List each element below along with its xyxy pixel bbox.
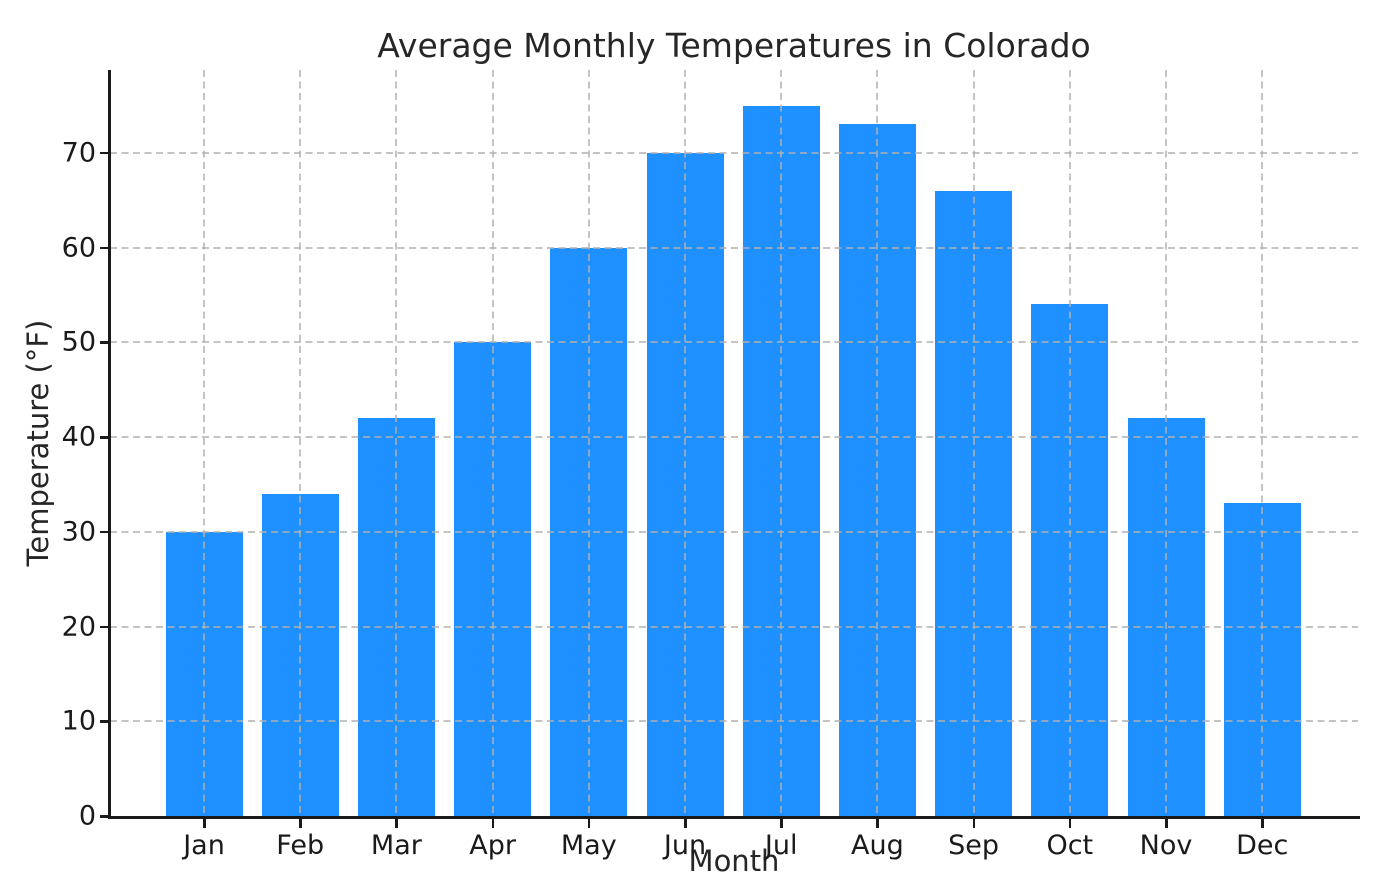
y-axis-label: Temperature (°F) [21,319,55,567]
gridline-v-oct [1068,70,1071,816]
gridline-v-jul [780,70,783,816]
x-tick-sep [972,818,976,828]
y-tick-70 [100,151,110,155]
x-tick-label-mar: Mar [370,830,422,861]
x-tick-label-nov: Nov [1139,830,1193,861]
x-tick-label-dec: Dec [1236,830,1289,861]
x-tick-may [587,818,591,828]
y-axis-spine [108,70,111,819]
x-tick-label-aug: Aug [851,830,904,861]
gridline-v-mar [395,70,398,816]
y-tick-20 [100,625,110,629]
x-axis-label: Month [688,844,780,878]
gridline-h-50 [110,341,1358,344]
x-tick-jul [780,818,783,828]
y-tick-label-0: 0 [78,800,96,832]
gridline-v-feb [299,70,302,816]
y-tick-label-70: 70 [61,137,96,169]
gridline-h-70 [110,151,1358,154]
x-tick-jan [203,818,206,828]
x-axis-spine [108,816,1360,819]
x-tick-apr [491,818,495,828]
y-tick-0 [100,815,110,818]
gridline-v-apr [491,70,494,816]
gridline-v-nov [1165,70,1167,816]
x-tick-label-jan: Jan [183,830,225,861]
gridline-v-aug [876,70,879,816]
x-tick-oct [1068,818,1072,828]
x-tick-jun [684,818,687,828]
gridline-v-may [587,70,590,816]
gridline-h-10 [110,720,1358,723]
y-tick-label-60: 60 [61,232,96,264]
y-tick-label-10: 10 [61,705,96,737]
gridline-h-20 [110,625,1358,628]
chart-title: Average Monthly Temperatures in Colorado [377,26,1091,65]
x-tick-label-feb: Feb [276,830,325,861]
x-tick-label-jun: Jun [663,830,707,861]
y-tick-label-20: 20 [61,611,96,643]
gridline-h-40 [110,436,1358,439]
x-tick-label-apr: Apr [469,830,516,861]
gridline-v-sep [972,70,975,816]
x-tick-label-oct: Oct [1046,830,1094,861]
y-tick-label-40: 40 [61,421,96,453]
y-tick-30 [100,530,110,534]
gridline-v-dec [1261,70,1264,816]
x-tick-nov [1165,818,1168,828]
y-tick-label-50: 50 [61,326,96,358]
y-tick-50 [100,341,110,344]
y-tick-60 [100,246,110,250]
x-tick-feb [299,818,302,828]
x-tick-dec [1261,818,1264,828]
x-tick-label-jul: Jul [764,830,798,861]
gridline-h-60 [110,246,1358,249]
gridline-v-jun [684,70,686,816]
x-tick-label-sep: Sep [948,830,1000,861]
gridline-h-30 [110,530,1358,533]
x-tick-mar [395,818,398,828]
y-tick-40 [100,436,110,439]
x-tick-aug [876,818,879,828]
gridline-v-jan [203,70,205,816]
y-tick-10 [100,720,110,723]
x-tick-label-may: May [560,830,617,861]
y-tick-label-30: 30 [61,516,96,548]
